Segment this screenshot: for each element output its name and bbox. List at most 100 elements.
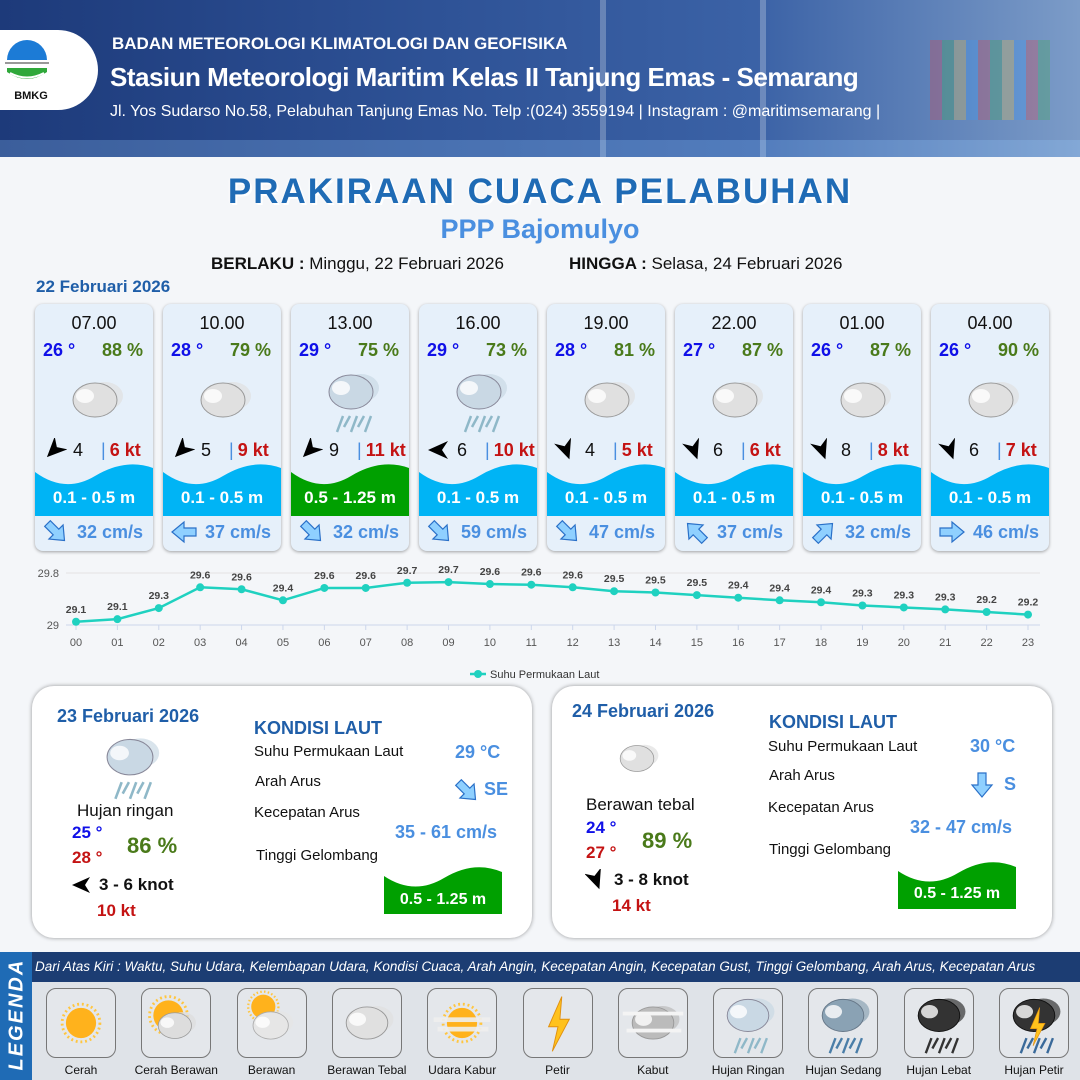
- current-speed-label: Kecepatan Arus: [254, 804, 360, 821]
- x-tick-label: 13: [608, 637, 620, 649]
- data-point: [485, 580, 494, 589]
- x-tick-label: 04: [235, 637, 247, 649]
- wind-direction-icon: [585, 869, 601, 890]
- day3-panel: 24 Februari 2026 Berawan tebal 24 ° 27 °…: [552, 686, 1052, 938]
- x-tick-label: 14: [649, 637, 661, 649]
- data-label: 29.6: [314, 570, 335, 582]
- wave-graphic: [931, 464, 1049, 516]
- card-wind: 8 8 kt: [809, 438, 919, 462]
- card-current-speed: 46 cm/s: [973, 522, 1040, 542]
- x-tick-label: 09: [442, 637, 454, 649]
- card-current-speed: 59 cm/s: [461, 522, 528, 542]
- forecast-card: 01.00 26 ° 87 % 8 8 kt 0.1 - 0.5 m 32 cm…: [803, 304, 921, 551]
- data-point: [361, 583, 370, 592]
- card-wind: 4 5 kt: [553, 438, 663, 462]
- wind-direction-icon: [174, 438, 195, 458]
- card-time: 13.00: [327, 313, 373, 333]
- valid-from-label: BERLAKU :: [211, 254, 305, 273]
- valid-to-label: HINGGA :: [569, 254, 647, 273]
- data-label: 29.4: [273, 582, 294, 594]
- data-point: [941, 605, 950, 614]
- cerah-icon: [46, 988, 116, 1058]
- card-wind: 6 6 kt: [681, 438, 791, 462]
- current-direction-icon: [43, 519, 66, 542]
- current-direction-icon: [427, 519, 450, 542]
- card-wind-speed: 9: [329, 440, 340, 460]
- data-label: 29.1: [107, 601, 128, 613]
- data-point: [196, 583, 205, 592]
- day3-temp-max: 27 °: [586, 843, 617, 862]
- legend-item-label: Hujan Petir: [1004, 1063, 1064, 1077]
- udara-kabur-icon: [427, 988, 498, 1058]
- forecast-card: 22.00 27 ° 87 % 6 6 kt 0.1 - 0.5 m 37 cm…: [675, 304, 793, 551]
- data-label: 29.4: [811, 584, 832, 596]
- card-wind-speed: 4: [73, 440, 84, 460]
- berawan-tebal-icon: [827, 364, 899, 436]
- wave-height-graphic: [898, 862, 1016, 909]
- station-name: Stasiun Meteorologi Maritim Kelas II Tan…: [110, 62, 859, 92]
- card-gust: 6 kt: [101, 440, 141, 461]
- sea-condition-title: KONDISI LAUT: [769, 712, 897, 732]
- day2-panel: 23 Februari 2026 Hujan ringan 25 ° 28 ° …: [32, 686, 532, 938]
- data-label: 29.7: [397, 565, 418, 577]
- data-label: 29.4: [728, 580, 749, 592]
- card-wave-height: 0.1 - 0.5 m: [820, 488, 904, 507]
- station-contact: Jl. Yos Sudarso No.58, Pelabuhan Tanjung…: [110, 103, 881, 120]
- card-gust: 6 kt: [741, 440, 781, 461]
- legend-item-label: Petir: [545, 1063, 570, 1077]
- wind-direction-icon: [46, 438, 67, 458]
- sst-line: [75, 580, 1029, 623]
- current-direction-icon: [939, 520, 965, 544]
- x-tick-label: 19: [856, 637, 868, 649]
- data-point: [403, 578, 412, 587]
- y-tick-label: 29: [47, 620, 59, 632]
- current-direction-label: Arah Arus: [255, 773, 321, 790]
- petir-icon: [522, 988, 593, 1058]
- wave-graphic: [35, 464, 153, 516]
- hujan-sedang-icon: [808, 988, 879, 1058]
- card-current: 37 cm/s: [681, 518, 791, 546]
- card-current: 59 cm/s: [425, 518, 535, 546]
- data-point: [154, 604, 163, 613]
- bmkg-logo: BMKG: [0, 30, 98, 110]
- legend-item-label: Berawan Tebal: [327, 1063, 407, 1077]
- card-wind: 6 10 kt: [425, 438, 535, 462]
- wind-direction-icon: [72, 877, 90, 893]
- data-point: [651, 588, 660, 597]
- current-speed-label: Kecepatan Arus: [768, 799, 874, 816]
- berawan-icon: [236, 988, 307, 1058]
- day2-date: 23 Februari 2026: [57, 706, 200, 726]
- berawan-tebal-icon: [955, 364, 1027, 436]
- card-current-speed: 32 cm/s: [845, 522, 912, 542]
- card-current: 37 cm/s: [169, 518, 279, 546]
- card-wind: 9 11 kt: [297, 438, 407, 462]
- x-tick-label: 17: [774, 637, 786, 649]
- wave-height-graphic: [384, 867, 502, 914]
- x-tick-label: 01: [111, 637, 123, 649]
- legend-label: Suhu Permukaan Laut: [490, 669, 599, 681]
- berawan-tebal-icon: [59, 364, 131, 436]
- data-point: [817, 598, 826, 607]
- x-tick-label: 03: [194, 637, 206, 649]
- wind-direction-icon: [302, 438, 323, 458]
- card-wave-height: 0.1 - 0.5 m: [692, 488, 776, 507]
- berawan-tebal-icon: [699, 364, 771, 436]
- card-humidity: 87 %: [869, 340, 911, 360]
- wave-graphic: [419, 464, 537, 516]
- card-current-speed: 37 cm/s: [205, 522, 272, 542]
- card-wind-speed: 8: [841, 440, 852, 460]
- data-label: 29.3: [149, 590, 170, 602]
- wind-direction-icon: [938, 438, 956, 460]
- card-humidity: 90 %: [997, 340, 1039, 360]
- x-tick-label: 07: [360, 637, 372, 649]
- current-direction-icon: [555, 519, 578, 542]
- current-direction-label: Arah Arus: [769, 767, 835, 784]
- forecast-card: 19.00 28 ° 81 % 4 5 kt 0.1 - 0.5 m 47 cm…: [547, 304, 665, 551]
- legend-item-label: Udara Kabur: [428, 1063, 497, 1077]
- legend-item-label: Hujan Ringan: [711, 1063, 785, 1077]
- current-direction-value: SE: [484, 779, 509, 799]
- sst-label: Suhu Permukaan Laut: [254, 743, 404, 760]
- day2-temp-min: 25 °: [72, 823, 103, 842]
- data-point: [775, 596, 784, 605]
- card-temperature: 27 °: [683, 340, 716, 360]
